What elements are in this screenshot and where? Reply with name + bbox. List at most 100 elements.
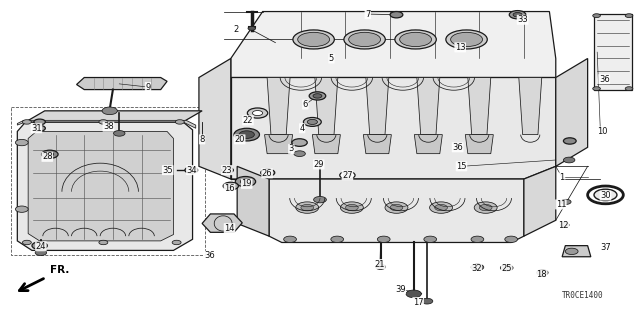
Circle shape [34, 125, 45, 131]
Circle shape [42, 150, 58, 158]
Circle shape [346, 204, 358, 211]
Circle shape [500, 265, 513, 271]
Text: 28: 28 [42, 152, 52, 161]
Polygon shape [315, 77, 338, 135]
Text: 24: 24 [36, 242, 46, 251]
Text: 17: 17 [413, 298, 424, 307]
Text: 21: 21 [374, 260, 385, 268]
Circle shape [303, 117, 321, 126]
Text: 29: 29 [314, 160, 324, 169]
Circle shape [593, 87, 600, 91]
Text: 35: 35 [163, 166, 173, 175]
Polygon shape [468, 77, 491, 135]
Circle shape [593, 14, 600, 18]
Circle shape [625, 87, 633, 91]
Text: 36: 36 [452, 143, 463, 152]
Text: 33: 33 [517, 15, 528, 24]
Text: 23: 23 [221, 166, 232, 175]
Circle shape [340, 202, 364, 213]
Circle shape [15, 206, 28, 212]
Polygon shape [264, 135, 292, 154]
Circle shape [424, 236, 436, 243]
Polygon shape [366, 77, 389, 135]
Circle shape [175, 120, 184, 124]
Circle shape [292, 139, 307, 146]
Circle shape [479, 204, 492, 211]
Circle shape [560, 223, 569, 227]
Circle shape [34, 119, 45, 125]
Polygon shape [237, 166, 269, 236]
Circle shape [313, 94, 322, 98]
Text: 30: 30 [600, 191, 611, 200]
Polygon shape [405, 292, 422, 294]
Ellipse shape [344, 30, 385, 49]
Circle shape [239, 131, 254, 139]
Circle shape [247, 108, 268, 118]
Text: 2: 2 [233, 25, 239, 34]
Text: 25: 25 [502, 264, 512, 273]
Text: 19: 19 [241, 179, 252, 188]
Circle shape [102, 107, 117, 115]
Circle shape [505, 236, 518, 243]
Text: 10: 10 [597, 127, 607, 136]
Text: 14: 14 [224, 224, 235, 233]
Text: 18: 18 [536, 270, 547, 279]
Text: 20: 20 [234, 135, 245, 144]
Text: 31: 31 [31, 124, 42, 133]
Circle shape [22, 240, 31, 245]
Circle shape [429, 202, 452, 213]
Text: 39: 39 [395, 285, 406, 294]
Polygon shape [519, 77, 541, 135]
Polygon shape [562, 246, 591, 257]
Text: 34: 34 [187, 166, 197, 175]
Ellipse shape [395, 30, 436, 49]
Circle shape [284, 236, 296, 243]
Circle shape [234, 128, 259, 141]
Text: 22: 22 [243, 116, 253, 125]
Text: 8: 8 [200, 135, 205, 144]
Ellipse shape [298, 32, 330, 47]
Circle shape [331, 236, 344, 243]
Text: 5: 5 [329, 54, 334, 63]
Circle shape [172, 240, 181, 245]
Circle shape [252, 110, 262, 116]
Circle shape [471, 236, 484, 243]
Circle shape [309, 92, 326, 100]
Circle shape [22, 120, 31, 124]
Polygon shape [231, 77, 556, 179]
Text: 38: 38 [103, 122, 114, 131]
Circle shape [563, 138, 576, 144]
Circle shape [588, 186, 623, 204]
Ellipse shape [349, 32, 381, 47]
Circle shape [294, 151, 305, 156]
Circle shape [223, 182, 239, 190]
Circle shape [509, 11, 526, 19]
Circle shape [390, 204, 403, 211]
Text: 16: 16 [224, 184, 235, 193]
Circle shape [471, 264, 484, 270]
Circle shape [296, 202, 319, 213]
Circle shape [32, 242, 47, 250]
Text: 36: 36 [204, 251, 215, 260]
Polygon shape [414, 135, 442, 154]
Circle shape [421, 298, 433, 304]
Circle shape [406, 290, 421, 298]
Ellipse shape [451, 32, 483, 47]
Circle shape [222, 167, 234, 173]
Text: 37: 37 [600, 243, 611, 252]
Circle shape [474, 202, 497, 213]
Text: 7: 7 [365, 10, 371, 19]
Text: 15: 15 [456, 162, 467, 171]
Circle shape [260, 169, 275, 176]
Circle shape [344, 173, 351, 177]
Text: 9: 9 [145, 83, 150, 92]
Circle shape [314, 196, 326, 203]
Circle shape [46, 152, 54, 156]
Text: 13: 13 [455, 43, 465, 52]
Polygon shape [199, 59, 231, 179]
Polygon shape [364, 135, 392, 154]
Polygon shape [26, 111, 202, 122]
Circle shape [454, 39, 467, 46]
Circle shape [513, 12, 522, 17]
Polygon shape [17, 120, 196, 128]
